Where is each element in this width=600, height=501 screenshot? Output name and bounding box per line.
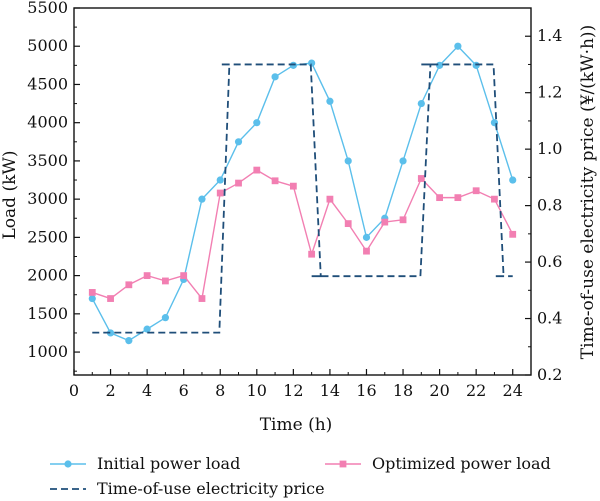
- initial-power-load-point: [436, 61, 444, 69]
- x-tick-label: 24: [503, 381, 523, 400]
- optimized-power-load-point: [509, 230, 517, 238]
- legend-label-time-of-use-electricity-price: Time-of-use electricity price: [97, 479, 325, 498]
- legend-marker-initial-power-load: [64, 460, 72, 468]
- y-tick-label: 2000: [27, 266, 68, 285]
- optimized-power-load-point: [271, 177, 279, 185]
- y-tick-label: 4000: [27, 113, 68, 132]
- initial-power-load-point: [161, 314, 169, 322]
- initial-power-load-point: [88, 294, 96, 303]
- x-tick-label: 12: [283, 381, 303, 400]
- optimized-power-load-point: [143, 272, 151, 280]
- y-tick-label: 4500: [27, 74, 68, 93]
- optimized-power-load-point: [363, 247, 370, 255]
- initial-power-load-point: [106, 329, 115, 337]
- x-tick-label: 4: [142, 381, 152, 400]
- y-tick-label: 3500: [27, 151, 68, 170]
- y2-tick-label: 0.2: [537, 365, 562, 384]
- initial-power-load-point: [308, 59, 316, 67]
- x-tick-label: 14: [320, 381, 340, 400]
- initial-power-load-point: [417, 99, 425, 108]
- optimized-power-load-point: [107, 295, 114, 302]
- initial-power-load-point: [198, 195, 206, 203]
- legend-marker-optimized-power-load: [339, 460, 347, 468]
- optimized-power-load-point: [417, 175, 425, 182]
- y2-tick-label: 0.8: [537, 196, 562, 215]
- optimized-power-load-point: [436, 194, 443, 202]
- x-tick-label: 20: [429, 381, 449, 400]
- x-tick-label: 2: [105, 381, 115, 400]
- x-tick-label: 6: [179, 381, 189, 400]
- initial-power-load-point: [271, 73, 279, 81]
- initial-power-load-point: [344, 157, 352, 165]
- optimized-power-load-point: [125, 281, 133, 289]
- x-tick-label: 8: [215, 381, 225, 400]
- optimized-power-load-point: [253, 166, 261, 174]
- initial-power-load-point: [362, 233, 371, 241]
- initial-power-load-point: [143, 325, 151, 333]
- optimized-power-load-line: [92, 169, 514, 301]
- optimized-power-load-point: [216, 189, 224, 197]
- initial-power-load-point: [399, 157, 407, 165]
- initial-power-load-point: [216, 176, 224, 184]
- y2-tick-label: 1.2: [537, 83, 562, 102]
- legend: Initial power load Optimized power load Ti…: [50, 454, 551, 498]
- optimized-power-load-point: [289, 182, 297, 190]
- initial-power-load-point: [125, 336, 133, 345]
- legend-label-initial-power-load: Initial power load: [97, 454, 240, 473]
- y-tick-label: 1000: [27, 342, 68, 361]
- optimized-power-load-point: [454, 194, 462, 202]
- y2-axis-title: Time-of-use electricity price (¥/(kW·h)): [578, 25, 598, 359]
- legend-label-optimized-power-load: Optimized power load: [372, 454, 551, 473]
- optimized-power-load-point: [88, 289, 96, 296]
- optimized-power-load-point: [326, 195, 334, 203]
- optimized-power-load-point: [344, 220, 352, 228]
- initial-power-load-point: [509, 176, 517, 184]
- optimized-power-load-point: [472, 187, 480, 195]
- y-axis-title: Load (kW): [0, 151, 20, 240]
- optimized-power-load-point: [180, 272, 188, 280]
- plot-layer: 0 2 4 6 8 10 12 14 16 18 20 22 241000150020002500300…: [27, 0, 562, 400]
- optimized-power-load-point: [235, 179, 242, 187]
- optimized-power-load-point: [381, 218, 389, 226]
- initial-power-load-point: [454, 42, 462, 50]
- x-tick-label: 10: [247, 381, 267, 400]
- initial-power-load-point: [326, 97, 334, 105]
- initial-power-load-point: [253, 119, 261, 127]
- optimized-power-load-point: [198, 295, 206, 302]
- y2-tick-label: 0.6: [537, 252, 562, 271]
- y-tick-label: 5500: [27, 0, 68, 17]
- y-tick-label: 1500: [27, 304, 68, 323]
- y-tick-label: 5000: [27, 36, 68, 55]
- y-tick-label: 2500: [27, 227, 68, 246]
- initial-power-load-line: [91, 45, 514, 342]
- x-tick-label: 16: [356, 381, 376, 400]
- y2-tick-label: 0.4: [537, 309, 562, 328]
- y2-tick-label: 1.0: [537, 139, 562, 158]
- optimized-power-load-point: [399, 216, 407, 224]
- y2-tick-label: 1.4: [537, 26, 562, 45]
- y-tick-label: 3000: [27, 189, 68, 208]
- initial-power-load-point: [234, 138, 243, 146]
- time-of-use-electricity-price-line: [92, 63, 513, 334]
- x-tick-label: 22: [466, 381, 486, 400]
- x-tick-label: 0: [69, 381, 79, 400]
- optimized-power-load-point: [491, 195, 498, 203]
- optimized-power-load-point: [162, 277, 169, 285]
- optimized-power-load-point: [308, 250, 316, 258]
- x-axis-title: Time (h): [260, 415, 333, 435]
- plot-frame: [73, 7, 532, 376]
- x-tick-label: 18: [393, 381, 413, 400]
